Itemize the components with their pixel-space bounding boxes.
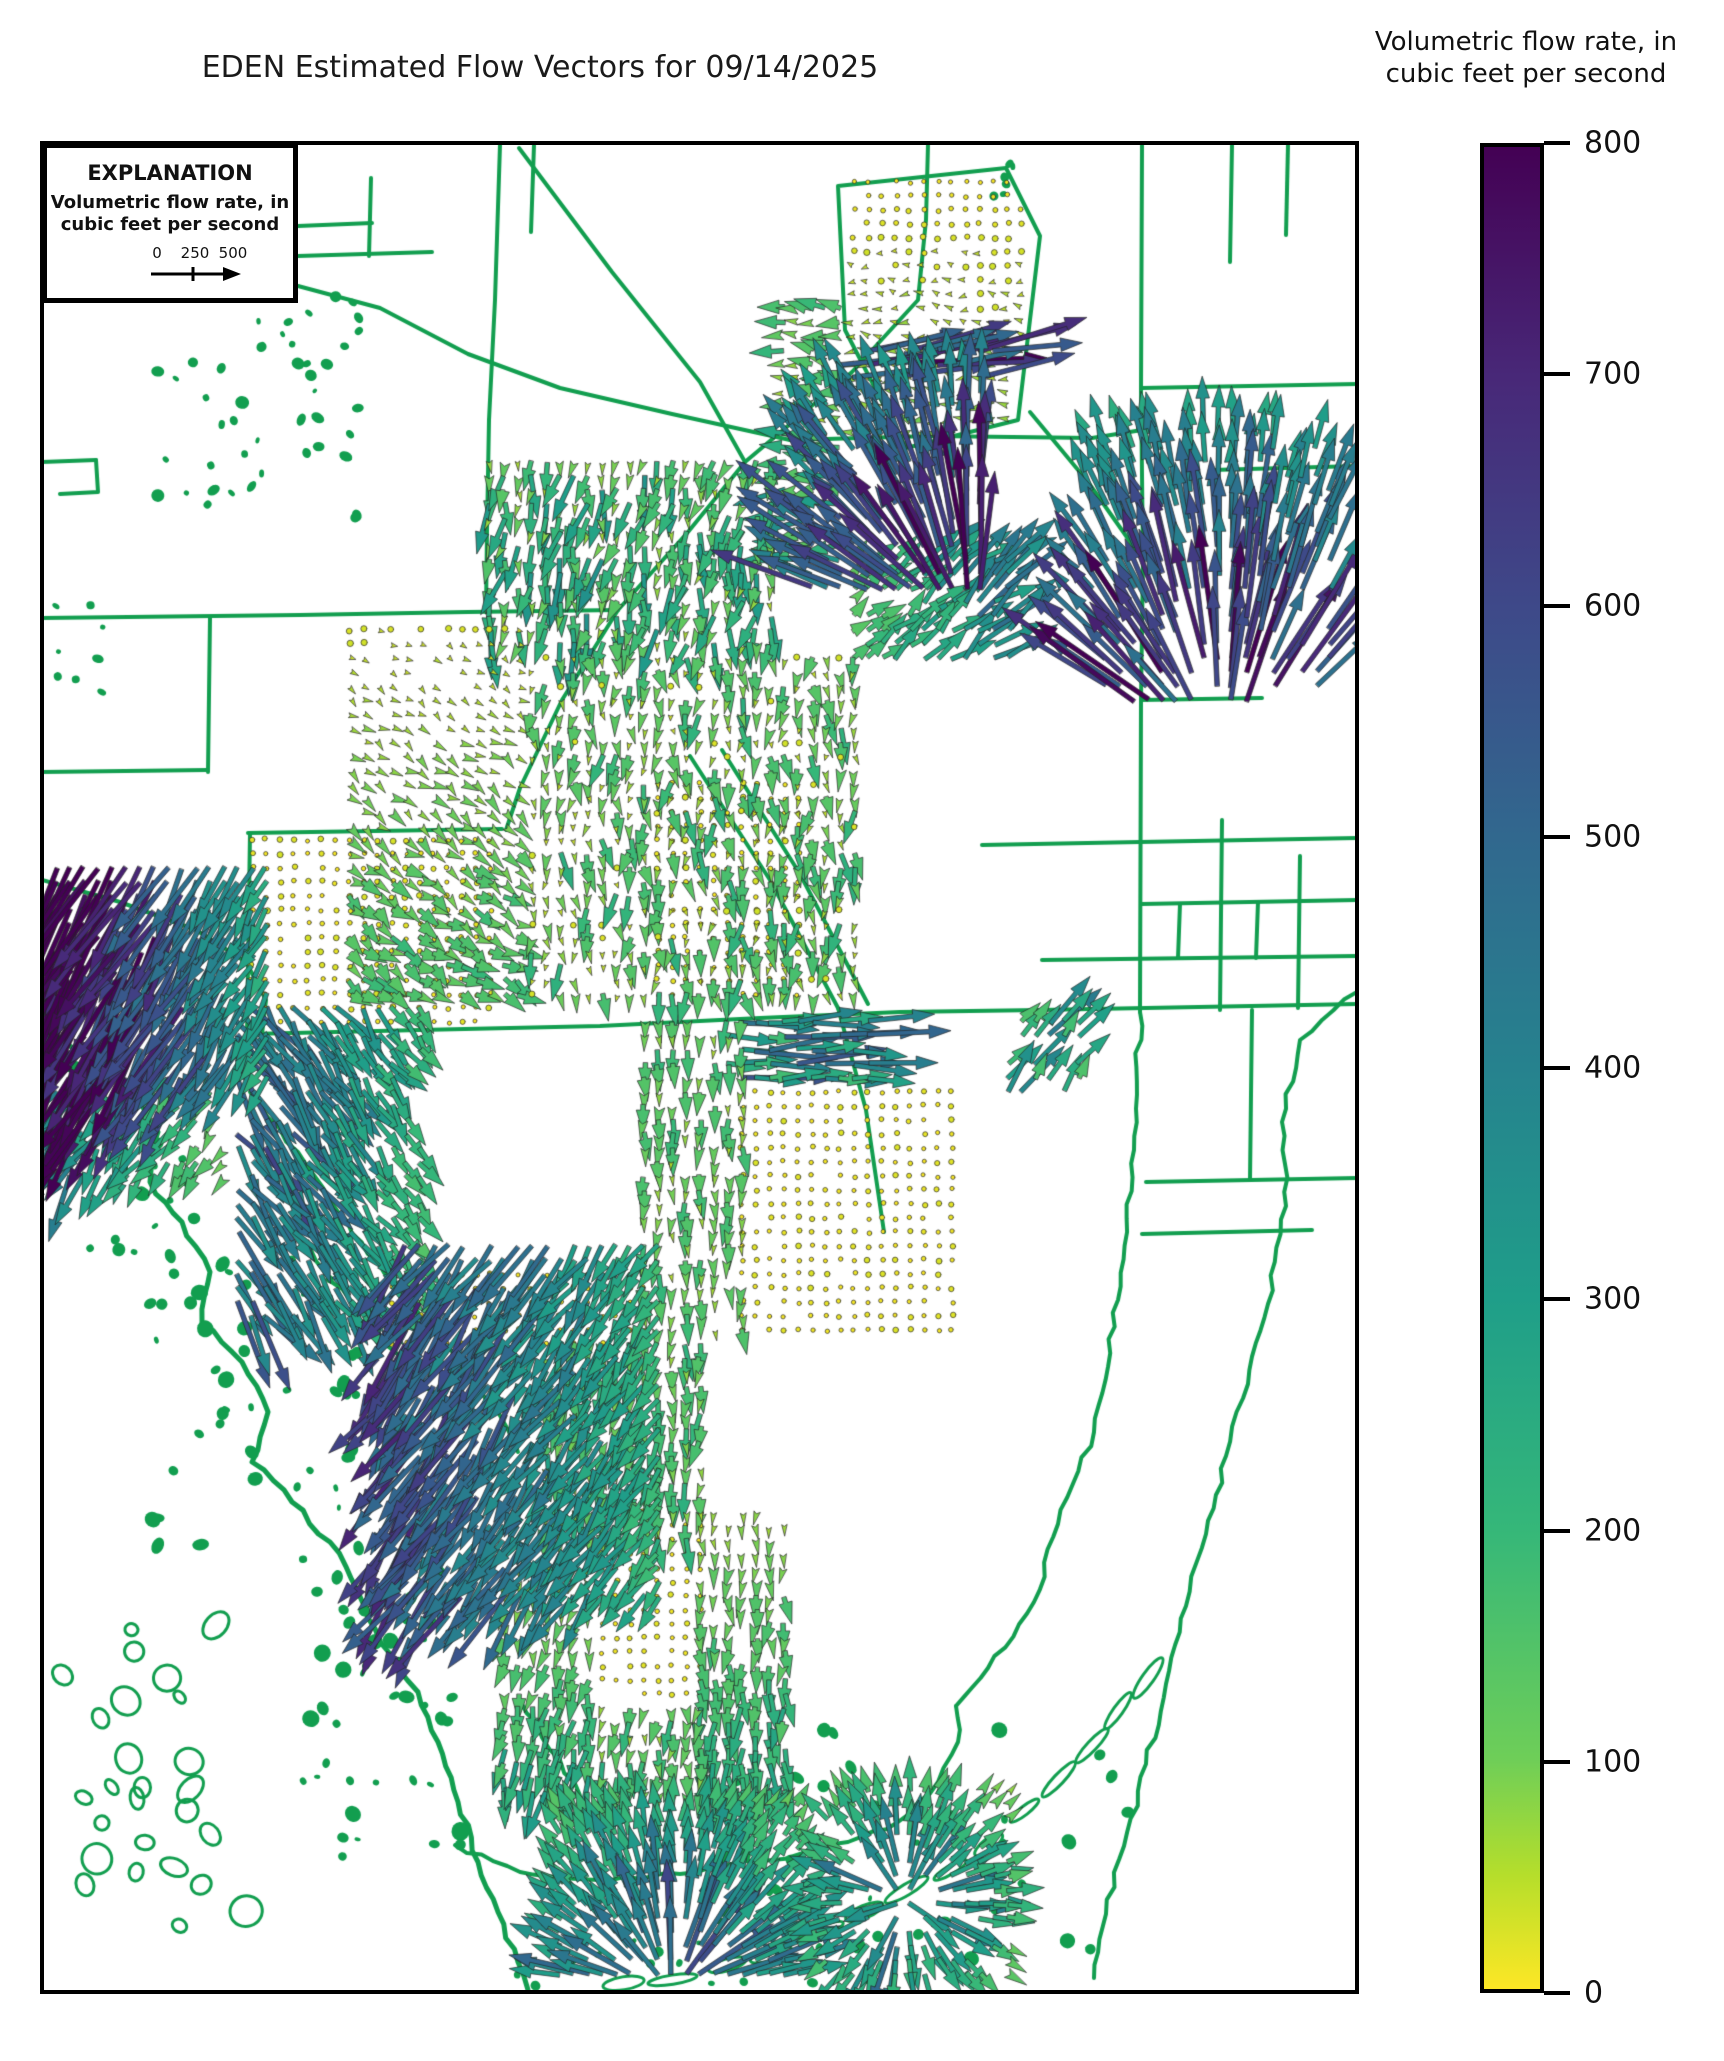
explanation-subheading: Volumetric flow rate, in cubic feet per … [47, 192, 293, 236]
colorbar [1480, 143, 1544, 1993]
scale-arrow-icon [151, 267, 241, 281]
colorbar-label: Volumetric flow rate, in cubic feet per … [1330, 26, 1722, 90]
colorbar-gradient [1484, 147, 1540, 1989]
scale-value-250: 250 [180, 244, 210, 262]
colorbar-tick-label: 800 [1584, 125, 1642, 161]
colorbar-tick-label: 100 [1584, 1744, 1642, 1780]
colorbar-tick-label: 700 [1584, 356, 1642, 392]
colorbar-tick-mark [1544, 372, 1570, 377]
explanation-box: EXPLANATION Volumetric flow rate, in cub… [42, 143, 298, 303]
scale-value-500: 500 [218, 244, 248, 262]
colorbar-tick-label: 400 [1584, 1050, 1642, 1086]
colorbar-tick-mark [1544, 1991, 1570, 1995]
explanation-subheading-line2: cubic feet per second [60, 214, 280, 235]
scale-value-0: 0 [152, 244, 162, 262]
colorbar-tick-mark [1544, 834, 1570, 839]
colorbar-tick-label: 600 [1584, 588, 1642, 623]
colorbar-tick-label: 200 [1584, 1513, 1642, 1548]
colorbar-label-line2: cubic feet per second [1385, 59, 1667, 89]
figure-title: EDEN Estimated Flow Vectors for 09/14/20… [201, 50, 879, 85]
explanation-subheading-line1: Volumetric flow rate, in [50, 192, 290, 213]
colorbar-tick-label: 300 [1584, 1281, 1642, 1317]
colorbar-tick-mark [1544, 141, 1570, 145]
colorbar-tick-label: 0 [1584, 1975, 1604, 2011]
colorbar-tick-label: 500 [1584, 819, 1642, 855]
colorbar-tick-mark [1544, 1528, 1570, 1533]
colorbar-tick-mark [1544, 1297, 1570, 1302]
colorbar-tick-mark [1544, 1066, 1570, 1070]
explanation-heading: EXPLANATION [87, 161, 253, 185]
map-canvas [42, 143, 1357, 1992]
colorbar-tick-mark [1544, 1759, 1570, 1764]
colorbar-tick-mark [1544, 603, 1570, 608]
colorbar-label-line1: Volumetric flow rate, in [1374, 27, 1678, 57]
